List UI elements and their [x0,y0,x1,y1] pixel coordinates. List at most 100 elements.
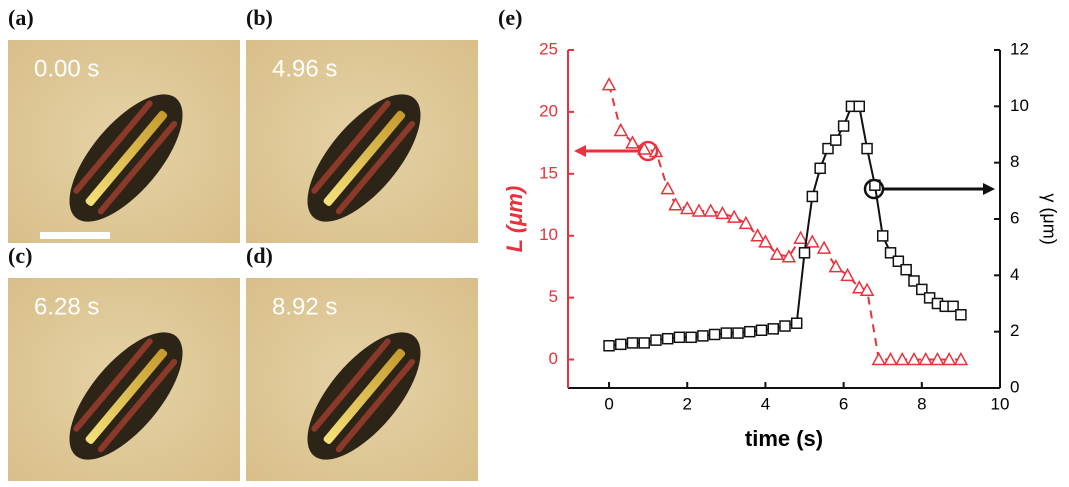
square-marker [732,327,744,339]
square-marker [790,317,803,329]
x-tick-label: 10 [991,394,1010,413]
triangle-marker [871,351,887,366]
crystal [69,94,183,222]
triangle-marker [883,351,898,366]
y2-tick-label: 8 [1010,152,1019,171]
triangle-marker [840,267,855,282]
triangle-marker [625,135,640,149]
scale-bar [40,232,110,239]
triangle-marker [668,197,683,211]
triangle-marker [758,234,773,248]
crystal-stripe [97,358,178,453]
y-tick-label: 15 [539,163,558,182]
triangle-marker [828,259,844,273]
square-marker [837,120,850,132]
triangle-marker [738,215,754,230]
square-marker [916,283,928,296]
crystal-stripe [311,338,391,432]
crystal-stripe [85,348,168,444]
series-line [608,105,962,347]
triangle-marker [851,280,867,294]
square-marker [892,255,905,267]
micrograph-panel: (d) 8.92 s [246,243,478,481]
square-marker [720,327,733,339]
square-marker [744,325,756,338]
triangle-marker [726,209,742,223]
square-marker [697,330,709,342]
arrow-head [983,183,995,195]
x-tick-label: 4 [761,394,770,413]
crystal-stripe [73,338,153,432]
square-marker [661,332,674,345]
panel-time: 8.92 s [272,293,337,320]
square-marker [947,300,959,313]
triangle-marker [691,203,707,217]
triangle-marker [805,234,820,248]
square-marker [955,309,967,321]
triangle-marker [715,205,730,220]
y2-tick-label: 12 [1010,39,1029,58]
x-tick-label: 8 [917,394,926,413]
y2-tick-label: 4 [1010,265,1019,284]
x-tick-label: 6 [839,394,848,413]
square-marker [615,338,627,351]
panel-time: 0.00 s [34,55,99,82]
triangle-marker [703,203,718,217]
arrow-head [574,145,586,157]
crystal [307,332,421,460]
crystal-stripe [85,110,168,206]
crystal-stripe [335,120,416,215]
triangle-marker [930,351,945,366]
chart-label: (e) [498,5,522,30]
y-tick-label: 10 [539,225,558,244]
triangle-marker [781,249,797,263]
square-marker [708,328,721,341]
triangle-marker [769,246,785,261]
micrograph-panel: (c) 6.28 s [8,243,240,481]
crystal-stripe [97,120,178,215]
triangle-marker [750,228,765,242]
square-marker [884,247,897,259]
square-marker [876,230,889,242]
square-marker [673,331,686,344]
panel-time: 6.28 s [34,293,99,320]
triangle-marker [613,122,629,137]
y2-tick-label: 2 [1010,321,1019,340]
y2-tick-label: 0 [1010,377,1019,396]
y-tick-label: 5 [549,287,558,306]
square-marker [685,331,697,344]
square-marker [806,190,819,203]
square-marker [603,340,615,352]
crystal-stripe [323,110,406,206]
crystal-stripe [323,348,406,444]
y-tick-label: 20 [539,101,558,120]
square-marker [900,263,912,276]
square-marker [626,337,639,349]
triangle-marker [941,351,957,366]
crystal [307,94,421,222]
triangle-marker [906,351,922,366]
square-marker [779,320,791,332]
triangle-marker [918,351,933,366]
triangle-marker [894,351,910,366]
triangle-marker [816,240,832,254]
square-marker [861,142,873,155]
series-line [608,84,961,361]
panel-label: (d) [246,243,273,268]
square-marker [814,162,826,175]
crystal-stripe [73,100,153,194]
x-axis-label: time (s) [745,426,823,451]
square-marker [650,334,662,346]
y2-tick-label: 10 [1010,96,1029,115]
panel-label: (b) [246,5,273,30]
square-marker [908,275,920,287]
y-tick-label: 25 [539,39,558,58]
square-marker [638,337,650,349]
panel-time: 4.96 s [272,55,337,82]
triangle-marker [859,282,875,296]
panel-label: (a) [8,5,34,30]
square-marker [798,247,811,259]
triangle-marker [636,141,652,155]
y2-tick-label: 6 [1010,208,1019,227]
